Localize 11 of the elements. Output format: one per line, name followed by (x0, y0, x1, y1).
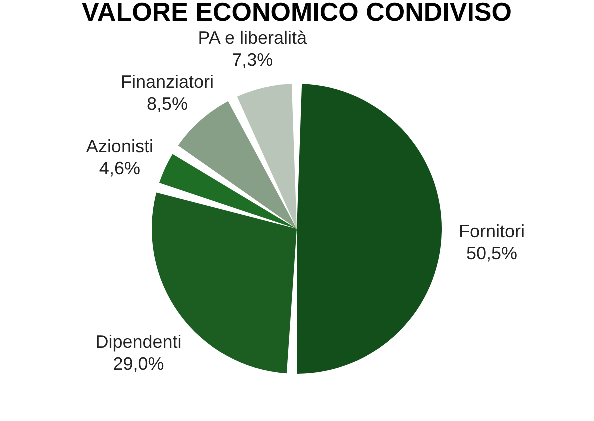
slice-label: Finanziatori (120, 72, 214, 92)
slice-label: Azionisti (86, 136, 154, 156)
chart-title: VALORE ECONOMICO CONDIVISO (82, 0, 512, 28)
data-label: 7,3% (232, 50, 274, 70)
data-label: 50,5% (466, 243, 518, 264)
data-label: 4,6% (99, 158, 140, 178)
slice-label: Fornitori (458, 221, 525, 242)
data-label: 29,0% (113, 354, 164, 374)
slice-label: Dipendenti (96, 332, 182, 352)
data-label: 8,5% (146, 94, 188, 114)
slice-label: PA e liberalità (198, 28, 308, 48)
